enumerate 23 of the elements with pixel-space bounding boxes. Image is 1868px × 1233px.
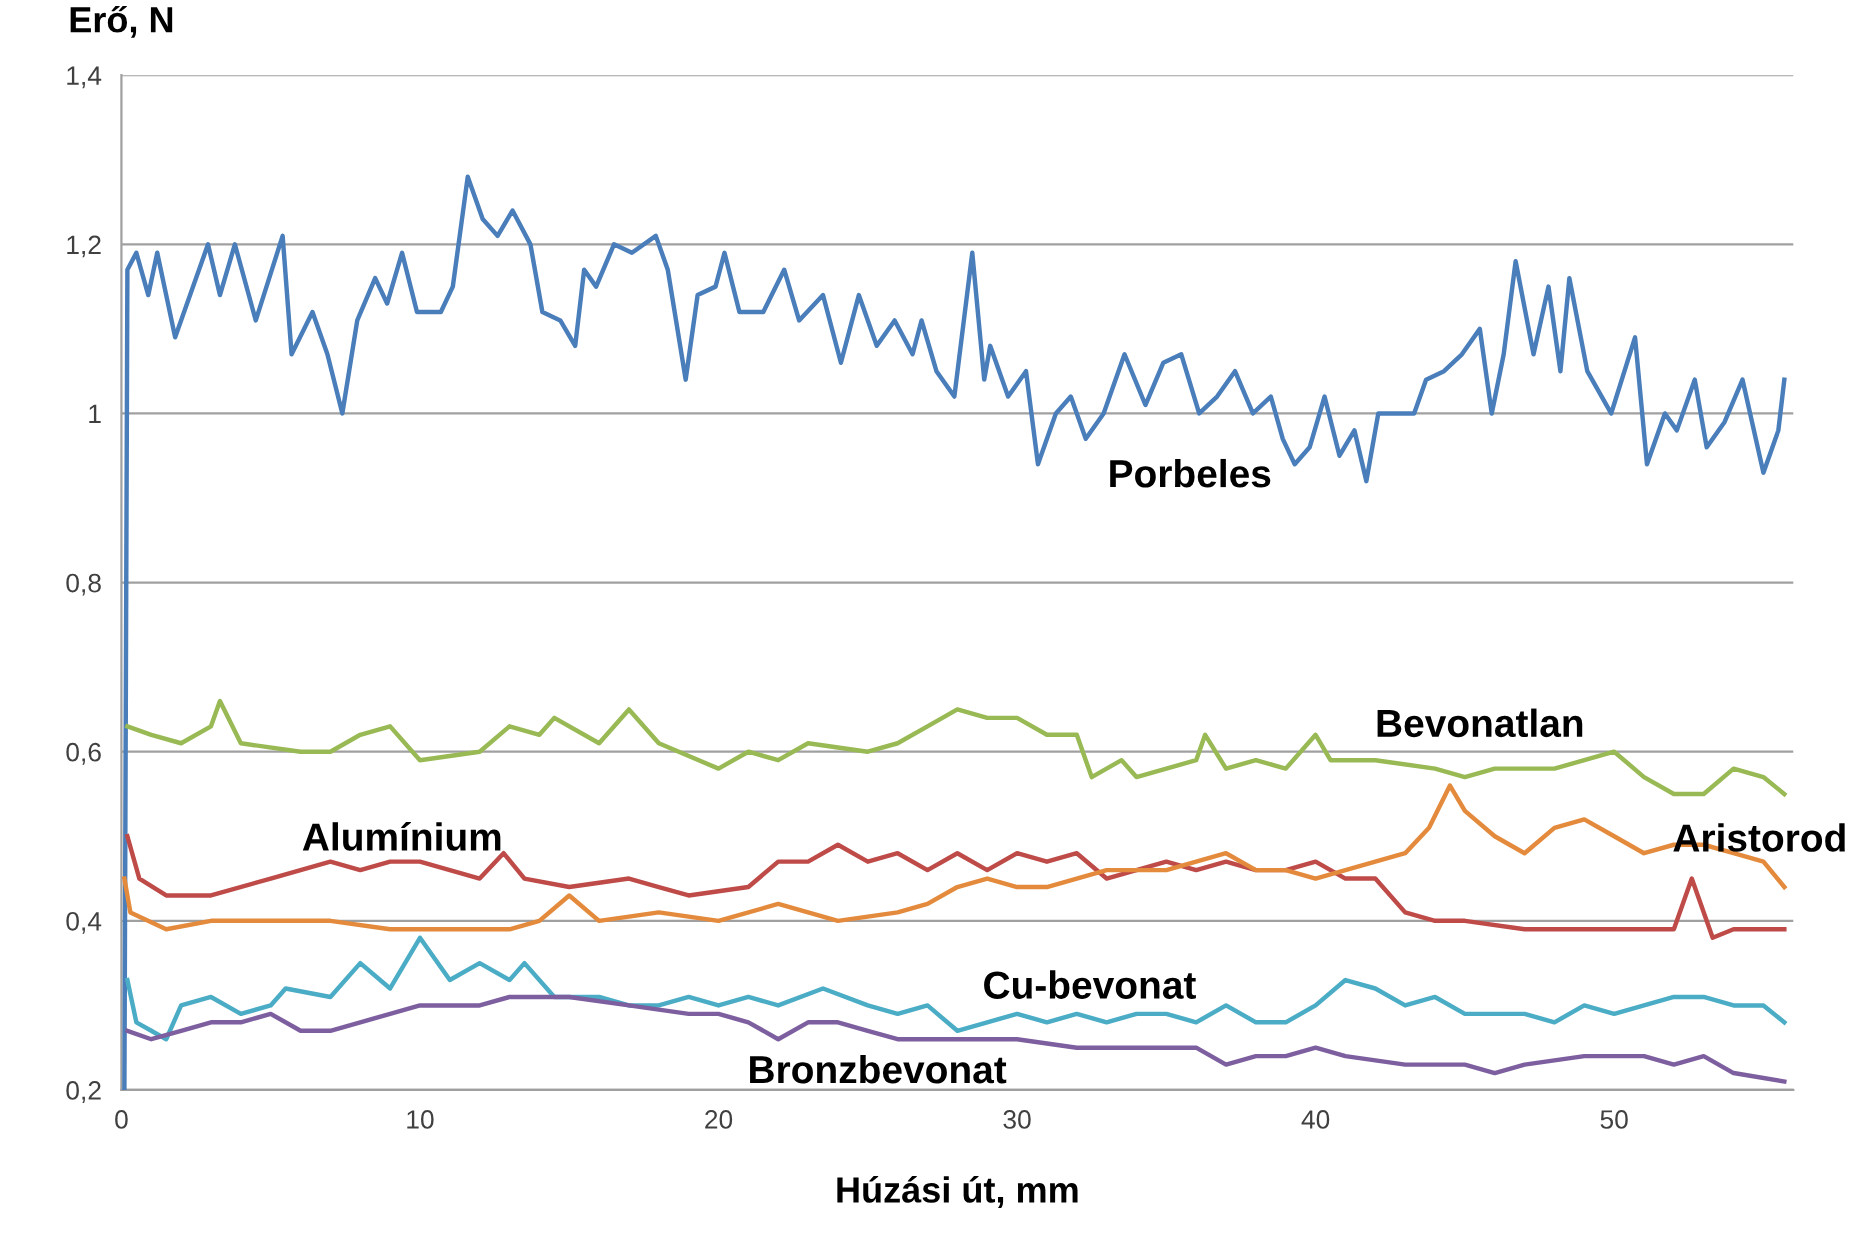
line-series (125, 935, 1787, 1042)
y-axis-title: Erő, N (70, 6, 173, 38)
x-tick-label: 40 (1301, 1110, 1330, 1129)
y-tick-label: 0,4 (66, 911, 102, 934)
y-tick-label: 1 (89, 404, 101, 424)
y-tick-label: 1,4 (67, 66, 102, 89)
line-series (125, 698, 1787, 797)
x-axis-title: Húzási út, mm (837, 1175, 1078, 1208)
y-tick-label: 0,8 (66, 573, 101, 596)
series-label: Bevonatlan (1377, 708, 1583, 738)
x-tick-label: 20 (705, 1110, 733, 1129)
series-label: Alumínium (302, 821, 501, 851)
x-tick-label: 50 (1600, 1110, 1628, 1129)
y-tick-label: 0,2 (66, 1081, 101, 1103)
y-tick-label: 0,6 (66, 742, 101, 765)
series-label: Cu-bevonat (984, 970, 1196, 999)
series-label: Aristorod (1673, 823, 1845, 852)
x-tick-label: 0 (115, 1110, 128, 1129)
y-tick-label: 1,2 (67, 235, 101, 258)
series-label: Porbeles (1110, 458, 1271, 488)
x-tick-label: 10 (407, 1110, 434, 1129)
series-label: Bronzbevonat (750, 1054, 1007, 1084)
x-tick-label: 30 (1003, 1110, 1031, 1129)
